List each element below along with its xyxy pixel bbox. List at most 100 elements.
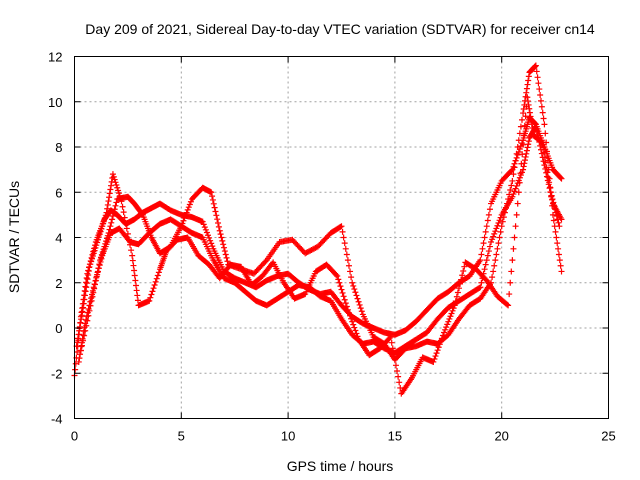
data-point — [492, 228, 499, 235]
data-point — [522, 153, 529, 160]
data-point — [507, 279, 514, 286]
data-point — [101, 243, 108, 250]
data-point — [112, 202, 119, 209]
data-point — [213, 212, 220, 219]
data-point — [491, 262, 498, 269]
data-point — [510, 163, 517, 170]
data-point — [492, 257, 499, 264]
data-point — [533, 68, 540, 75]
data-point — [150, 285, 157, 292]
data-point — [357, 305, 364, 312]
data-point — [546, 184, 553, 191]
data-point — [431, 355, 438, 362]
data-point — [347, 268, 354, 275]
data-point — [389, 345, 396, 352]
tick-labels: 0 5 10 15 20 25 -4 -2 0 2 4 6 8 10 12 — [48, 50, 616, 444]
data-point — [519, 151, 526, 158]
data-point — [341, 240, 348, 247]
data-point — [335, 276, 342, 283]
data-point — [92, 244, 99, 251]
data-point — [486, 243, 493, 250]
data-point — [127, 241, 134, 248]
data-point — [553, 234, 560, 241]
data-point — [114, 184, 121, 191]
data-point — [350, 321, 357, 328]
data-point — [88, 297, 95, 304]
data-point — [148, 291, 155, 298]
data-point — [483, 223, 490, 230]
data-point — [99, 223, 106, 230]
data-point — [118, 198, 125, 205]
data-point — [528, 117, 535, 124]
data-point — [105, 198, 112, 205]
data-point — [78, 342, 85, 349]
y-tick-label: 2 — [55, 276, 62, 291]
data-point — [111, 176, 118, 183]
data-point — [558, 175, 565, 182]
data-point — [93, 242, 100, 249]
data-point — [81, 292, 88, 299]
data-point — [550, 199, 557, 206]
data-point — [505, 302, 512, 309]
data-point — [347, 312, 354, 319]
data-point — [520, 141, 527, 148]
data-point — [84, 317, 91, 324]
data-point — [212, 208, 219, 215]
data-point — [222, 251, 229, 258]
data-point — [531, 120, 538, 127]
data-point — [209, 243, 216, 250]
data-point — [511, 164, 518, 171]
data-point — [510, 171, 517, 178]
data-point — [90, 250, 97, 257]
x-tick-label: 25 — [601, 429, 615, 444]
data-point — [518, 116, 525, 123]
data-points — [71, 62, 565, 397]
data-point — [352, 289, 359, 296]
data-point — [483, 257, 490, 264]
data-point — [96, 261, 103, 268]
data-point — [514, 151, 521, 158]
series-track-4 — [73, 94, 563, 397]
x-tick-label: 15 — [388, 429, 402, 444]
data-point — [111, 206, 118, 213]
data-point — [493, 225, 500, 232]
data-point — [547, 189, 554, 196]
data-point — [83, 274, 90, 281]
data-point — [113, 182, 120, 189]
data-point — [338, 223, 345, 230]
data-point — [482, 228, 489, 235]
data-point — [112, 179, 119, 186]
data-point — [94, 239, 101, 246]
series-track-3 — [77, 62, 565, 363]
data-point — [78, 316, 85, 323]
data-point — [451, 302, 458, 309]
data-point — [514, 144, 521, 150]
data-point — [76, 327, 83, 334]
data-point — [552, 206, 559, 213]
data-point — [509, 177, 516, 184]
data-point — [512, 185, 519, 192]
data-point — [95, 234, 102, 241]
data-point — [83, 280, 90, 287]
data-point — [92, 281, 99, 288]
data-point — [72, 366, 79, 373]
data-point — [523, 85, 530, 92]
data-point — [350, 282, 357, 289]
data-point — [185, 204, 192, 211]
data-point — [86, 307, 93, 314]
data-point — [510, 245, 517, 252]
data-point — [107, 223, 114, 230]
data-point — [506, 191, 513, 198]
data-point — [508, 182, 515, 189]
data-point — [86, 263, 93, 270]
data-point — [78, 312, 85, 319]
data-point — [209, 193, 216, 200]
data-point — [434, 347, 441, 354]
data-point — [546, 179, 553, 186]
data-point — [526, 105, 533, 112]
data-point — [108, 182, 115, 189]
data-point — [554, 216, 561, 223]
data-point — [450, 305, 457, 312]
data-point — [110, 173, 117, 180]
